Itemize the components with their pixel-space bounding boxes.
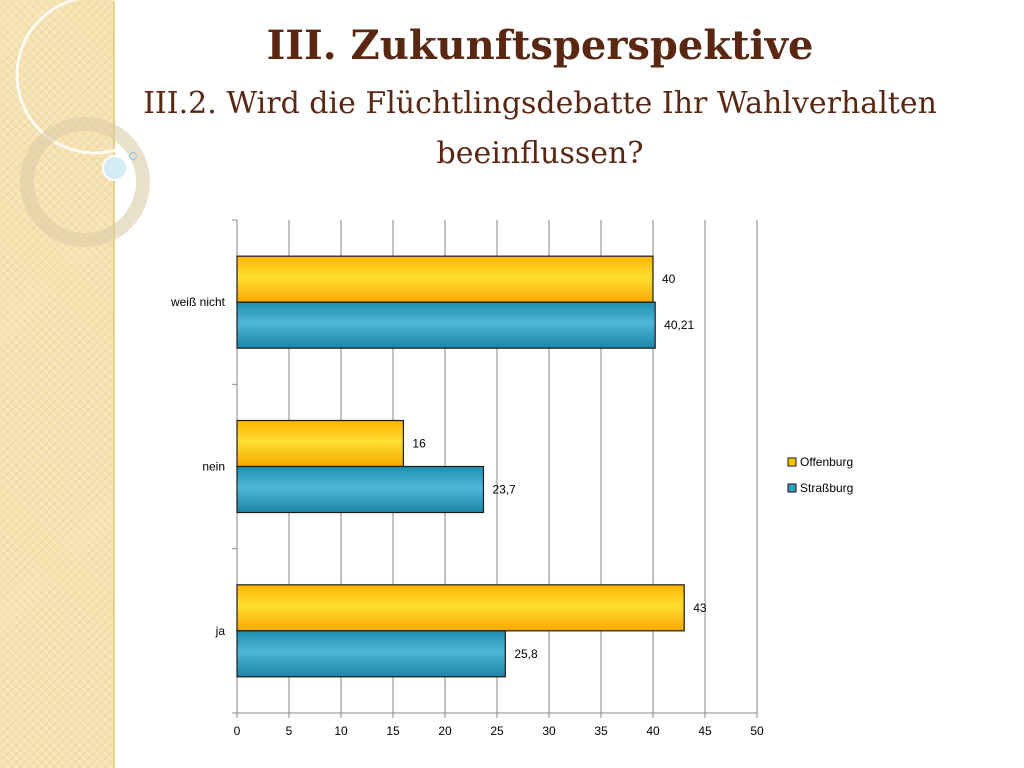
bars: [236, 255, 685, 678]
decor-dot: [128, 151, 138, 161]
x-tick-label-0: 0: [234, 724, 241, 738]
data-label: 40,21: [664, 318, 694, 332]
y-category-label: nein: [202, 460, 225, 474]
x-tick-label-45: 45: [698, 724, 712, 738]
x-tick-label-20: 20: [438, 724, 452, 738]
x-tick-label-40: 40: [646, 724, 660, 738]
slide-subtitle-line-2: beeinflussen?: [436, 136, 644, 171]
bar-offenburg: [236, 255, 654, 303]
x-tick-label-35: 35: [594, 724, 608, 738]
legend-label-offenburg: Offenburg: [800, 455, 853, 469]
x-tick-label-10: 10: [334, 724, 348, 738]
labels: 40 40,21 16 23,7 43 25,8: [412, 272, 706, 661]
bar-strassburg: [236, 630, 506, 678]
x-tick-label-30: 30: [542, 724, 556, 738]
legend-swatch-strassburg: [787, 483, 797, 493]
bar-strassburg: [236, 301, 656, 349]
x-tick-label-5: 5: [286, 724, 293, 738]
data-label: 43: [693, 601, 707, 615]
data-label: 23,7: [492, 483, 516, 497]
legend: Offenburg Straßburg: [787, 455, 853, 495]
decorative-circles: [15, 0, 175, 247]
side-strip-edge: [113, 0, 115, 768]
legend-label-strassburg: Straßburg: [800, 481, 853, 495]
x-tick-label-15: 15: [386, 724, 400, 738]
bar-offenburg: [236, 419, 404, 468]
slide-title: III. Zukunftsperspektive: [266, 22, 814, 69]
y-category-label: weiß nicht: [170, 295, 226, 309]
slide-subtitle-line-1: III.2. Wird die Flüchtlingsdebatte Ihr W…: [143, 86, 937, 121]
data-label: 16: [412, 437, 426, 451]
data-label: 40: [662, 272, 676, 286]
decor-ring-large: [15, 0, 175, 155]
x-tick-label-50: 50: [750, 724, 764, 738]
bar-strassburg: [236, 465, 485, 514]
legend-swatch-offenburg: [787, 457, 797, 467]
y-category-label: ja: [215, 624, 226, 638]
x-tick-label-25: 25: [490, 724, 504, 738]
bar-offenburg: [236, 584, 685, 632]
data-label: 25,8: [514, 647, 538, 661]
decor-ring-small: [20, 117, 150, 247]
decor-bubble: [102, 155, 128, 181]
